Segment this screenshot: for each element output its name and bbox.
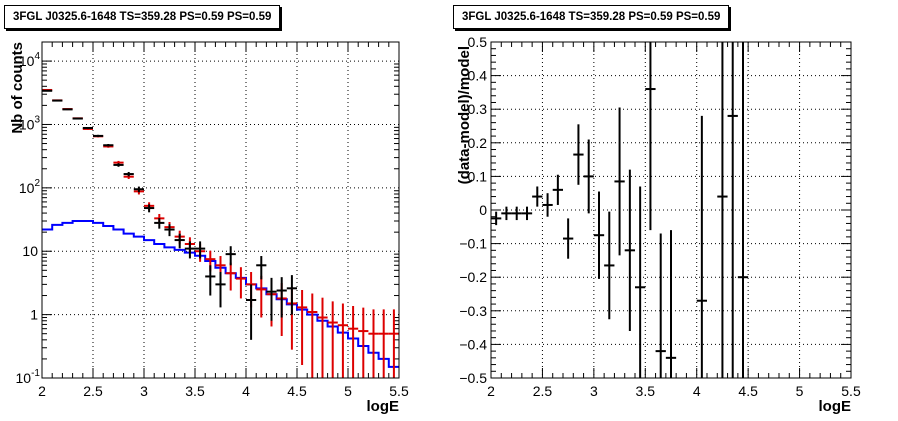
left-plot-frame — [41, 41, 400, 379]
right-y-tick-label-9: 0.4 — [468, 68, 488, 84]
left-y-tick-label-1: 1 — [30, 307, 38, 323]
right-y-tick-label-5: 0 — [479, 202, 487, 218]
left-x-tick-label-7: 5.5 — [389, 383, 409, 399]
right-y-tick-label-6: 0.1 — [468, 168, 488, 184]
right-x-axis-title: logE — [819, 398, 852, 415]
right-y-axis-title: (data-model)/model — [456, 46, 473, 184]
right-y-tick-label-0: −0.5 — [459, 370, 487, 386]
right-y-tick-label-10: 0.5 — [468, 34, 488, 50]
left-y-axis-title: Nb of counts — [9, 42, 26, 134]
right-x-tick-label-3: 3.5 — [636, 383, 656, 399]
left-y-tick-label-5: 104 — [19, 51, 41, 69]
left-x-tick-label-1: 2.5 — [83, 383, 103, 399]
right-x-tick-label-4: 4 — [693, 383, 701, 399]
right-y-tick-label-1: −0.4 — [459, 336, 487, 352]
right-x-tick-label-2: 3 — [590, 383, 598, 399]
left-x-tick-label-5: 4.5 — [287, 383, 307, 399]
left-y-tick-label-2: 10 — [22, 243, 38, 259]
left-x-tick-label-0: 2 — [38, 383, 46, 399]
right-x-tick-label-5: 4.5 — [738, 383, 758, 399]
left-x-axis-title: logE — [367, 398, 400, 415]
right-y-tick-label-2: −0.3 — [459, 303, 487, 319]
model-step-line — [42, 219, 399, 368]
left-y-tick-label-4: 103 — [19, 114, 41, 132]
right-x-tick-label-0: 2 — [487, 383, 495, 399]
right-x-tick-label-7: 5.5 — [841, 383, 861, 399]
left-plot-area — [42, 42, 399, 378]
left-x-tick-label-2: 3 — [140, 383, 148, 399]
left-y-tick-label-3: 102 — [19, 178, 41, 196]
left-x-tick-label-6: 5 — [344, 383, 352, 399]
right-chart-title: 3FGL J0325.6-1648 TS=359.28 PS=0.59 PS=0… — [453, 5, 730, 29]
right-y-tick-label-8: 0.3 — [468, 101, 488, 117]
right-y-tick-label-3: −0.2 — [459, 269, 487, 285]
right-x-tick-label-1: 2.5 — [533, 383, 553, 399]
residuals-plot: −0.5 −0.4 −0.3 −0.2 −0.1 0 0.1 0.2 0.3 0.4 0.5 2 2.5… — [456, 34, 861, 415]
right-plot-frame — [490, 41, 852, 379]
right-x-tick-label-6: 5 — [796, 383, 804, 399]
right-y-tick-label-7: 0.2 — [468, 135, 488, 151]
left-x-tick-label-3: 3.5 — [185, 383, 205, 399]
left-x-tick-label-4: 4 — [242, 383, 250, 399]
left-y-tick-label-0: 10-1 — [16, 368, 41, 386]
right-y-tick-label-4: −0.1 — [459, 236, 487, 252]
left-chart-title: 3FGL J0325.6-1648 TS=359.28 PS=0.59 PS=0… — [4, 5, 281, 29]
